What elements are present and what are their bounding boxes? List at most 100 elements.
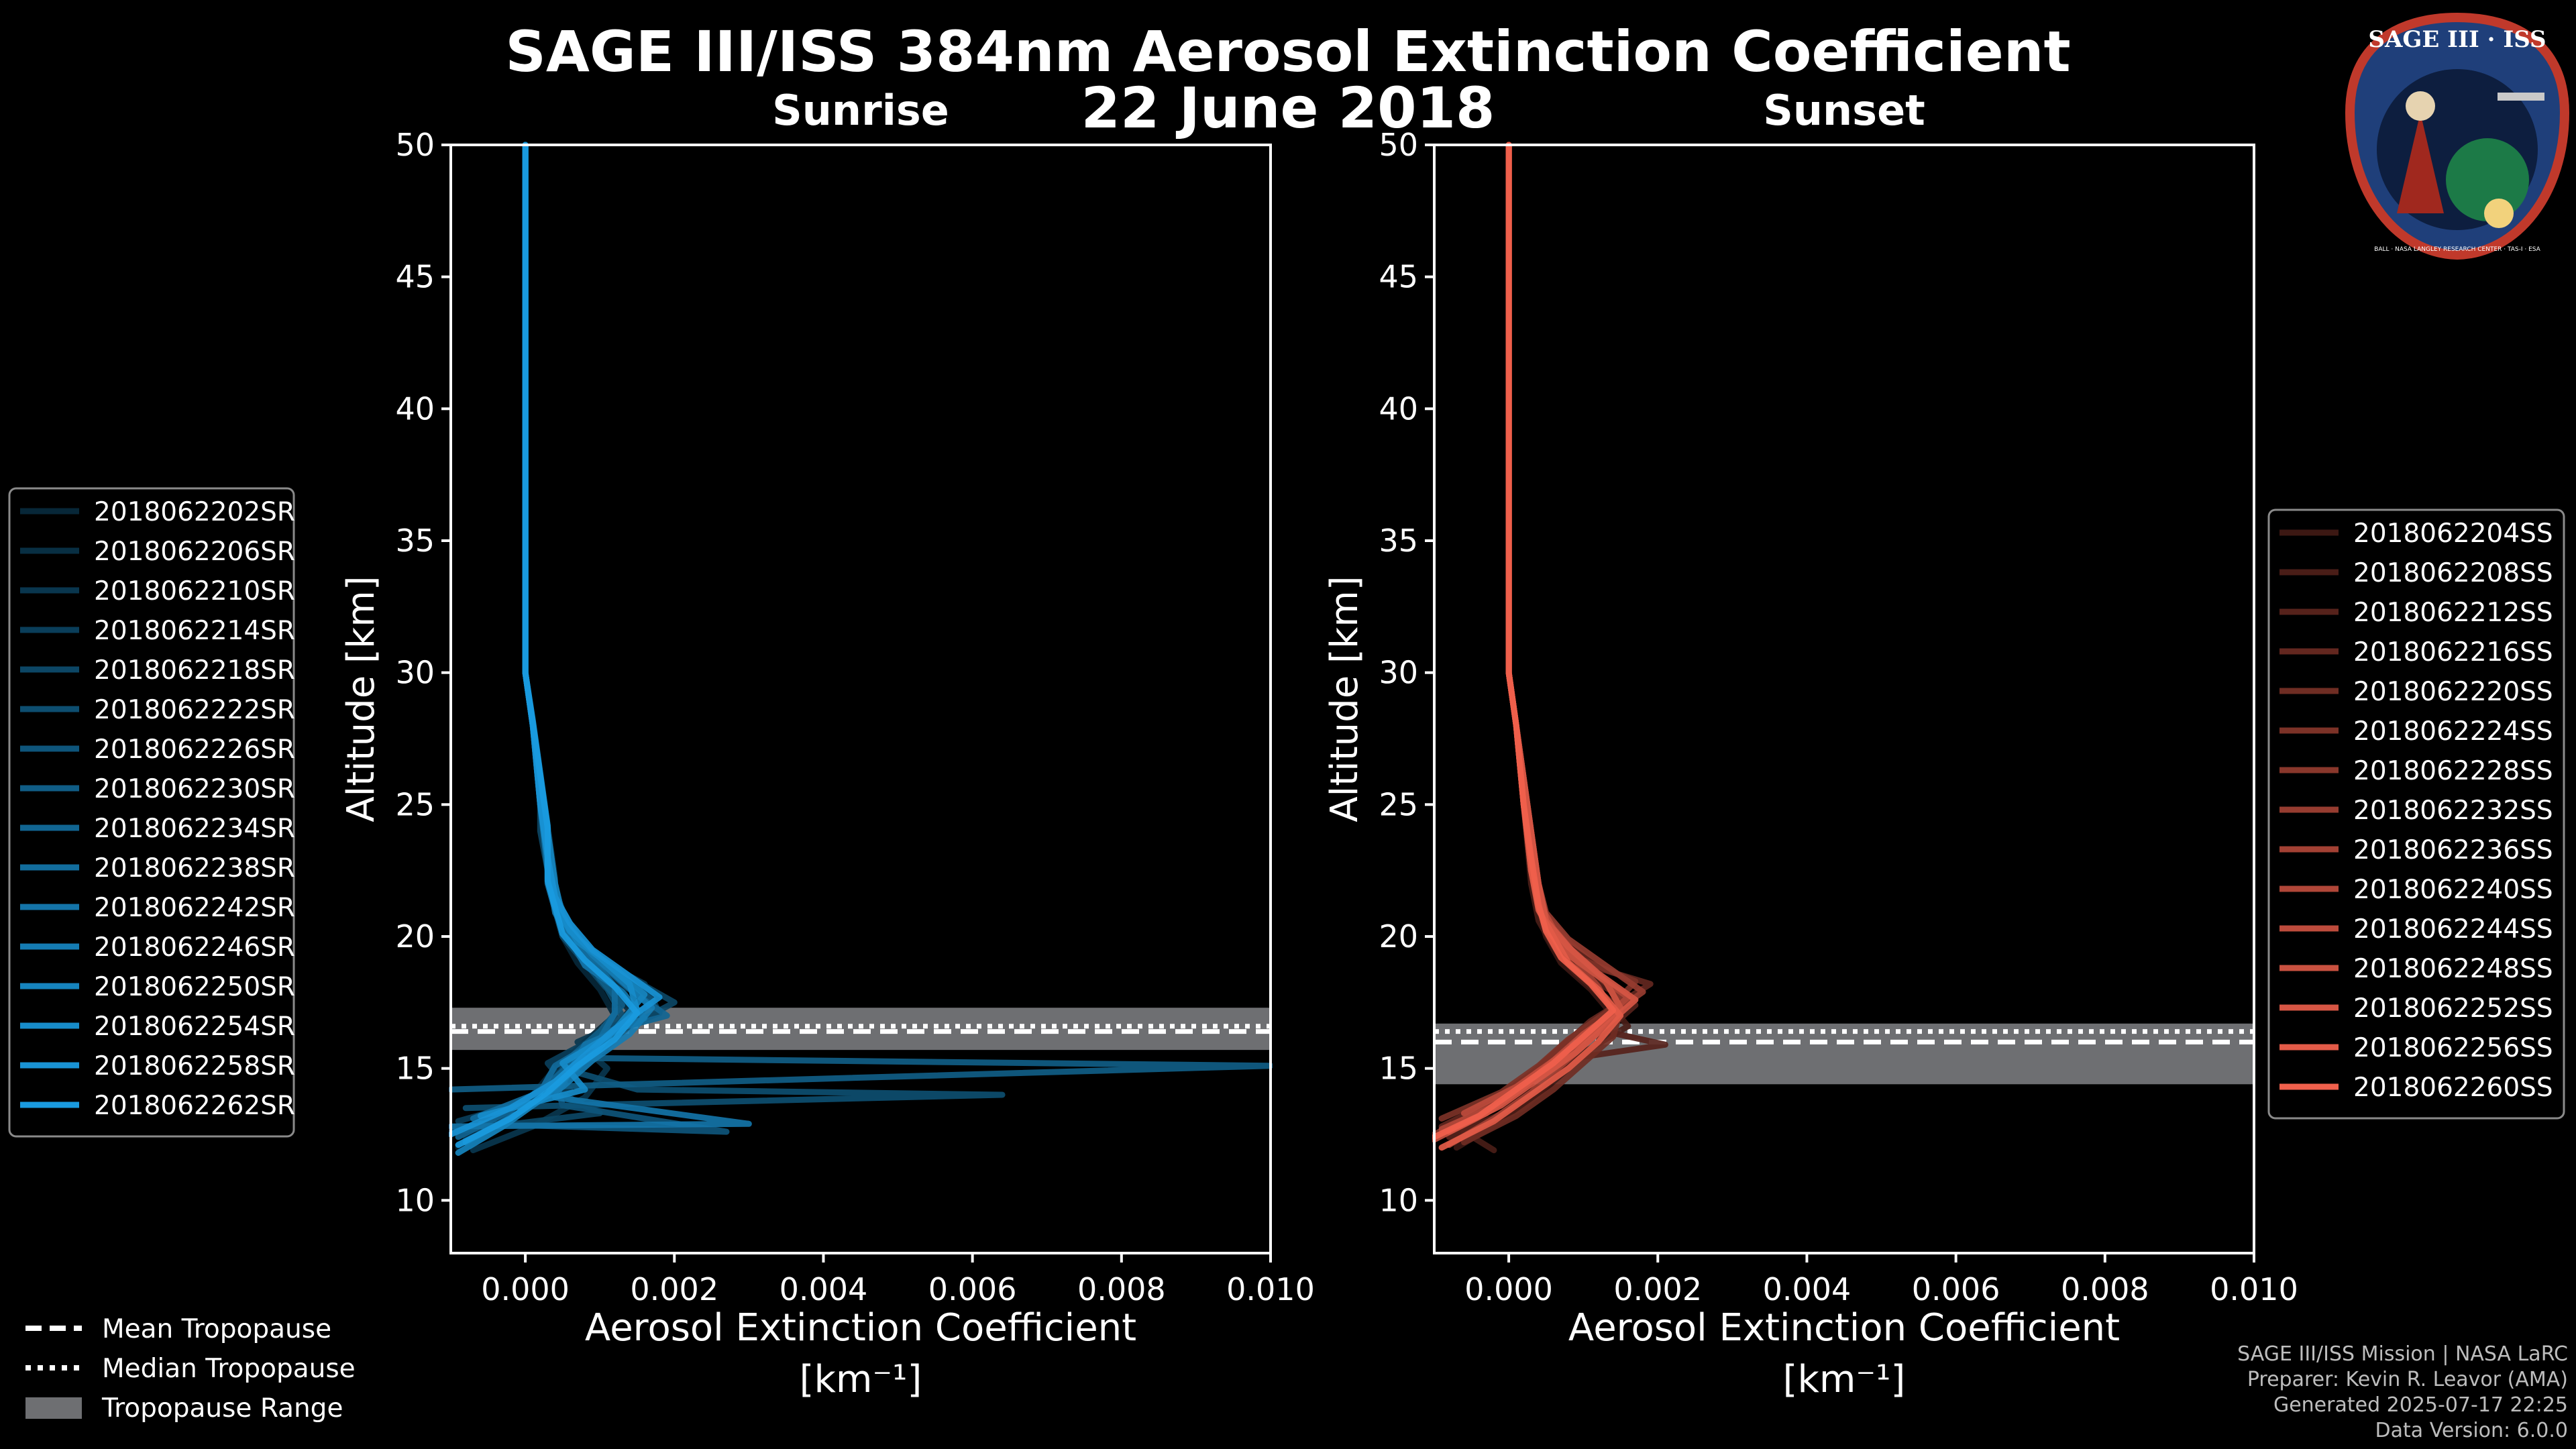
legend-entry: 2018062240SS <box>2353 875 2553 905</box>
panel-sunrise: 10 15 20 25 30 35 40 45 50 0.000 0.002 0.004 0.006 0.… <box>339 86 1315 1401</box>
legend-entry: 2018062206SR <box>94 537 295 567</box>
badge-earth-icon <box>2446 138 2529 221</box>
y-tick-label: 15 <box>395 1051 435 1087</box>
legend-entry: Median Tropopause <box>102 1354 356 1384</box>
legend-entry: 2018062250SR <box>94 972 295 1002</box>
series-line-2018062260SS <box>1431 142 1617 1140</box>
series-line-2018062236SS <box>1446 142 1617 1148</box>
credits-generated: Generated 2025-07-17 22:25 <box>2273 1393 2568 1417</box>
legend-frame <box>2267 508 2565 1120</box>
legend-entry: 2018062204SS <box>2353 519 2553 549</box>
legend-entry: 2018062242SR <box>94 893 295 923</box>
x-tick-label: 0.008 <box>1077 1271 1166 1307</box>
legend-entry: 2018062230SR <box>94 774 295 804</box>
badge-figure-icon <box>2397 113 2444 213</box>
y-tick-label: 10 <box>1379 1182 1418 1218</box>
plot-left-mask <box>411 138 449 1260</box>
y-tick-label: 50 <box>1379 127 1418 163</box>
series-line-2018062222SR <box>462 142 1006 1112</box>
x-tick-label: 0.006 <box>928 1271 1017 1307</box>
y-tick-label: 40 <box>395 390 435 427</box>
series-line-2018062262SR <box>455 142 641 1148</box>
legend-entry: 2018062216SS <box>2353 637 2553 667</box>
legend-entry: 2018062262SR <box>94 1091 295 1121</box>
legend-entry: 2018062210SR <box>94 576 295 606</box>
sage-mission-badge: SAGE III · ISS BALL · NASA LANGLEY RESEA… <box>2345 12 2570 260</box>
sunset-legend: 2018062204SS 2018062208SS 2018062212SS 2018… <box>2267 508 2565 1120</box>
y-tick-label: 35 <box>1379 523 1418 559</box>
tropopause-legend: Mean Tropopause Median Tropopause Tropopau… <box>25 1314 356 1424</box>
x-tick-label: 0.002 <box>630 1271 718 1307</box>
legend-entry: 2018062246SR <box>94 932 295 963</box>
x-tick-label: 0.004 <box>780 1271 868 1307</box>
legend-entry: 2018062220SS <box>2353 677 2553 707</box>
x-tick-label: 0.010 <box>2210 1271 2298 1307</box>
series-line-2018062204SS <box>1453 142 1617 1151</box>
tropopause-range-band <box>451 1008 1271 1051</box>
series-line-2018062232SS <box>1453 142 1646 1127</box>
legend-entry: 2018062224SS <box>2353 716 2553 747</box>
series-line-2018062202SR <box>455 142 618 1151</box>
x-axis-unit: [km⁻¹] <box>800 1358 922 1401</box>
panel-title: Sunrise <box>772 86 949 135</box>
figure-title-line2: 22 June 2018 <box>1081 75 1495 141</box>
x-tick-label: 0.000 <box>1464 1271 1553 1307</box>
x-tick-label: 0.008 <box>2061 1271 2149 1307</box>
x-tick-label: 0.002 <box>1613 1271 1702 1307</box>
legend-entry: 2018062258SR <box>94 1051 295 1081</box>
legend-entry: 2018062232SS <box>2353 796 2553 826</box>
x-tick-label: 0.010 <box>1226 1271 1315 1307</box>
series-line-2018062216SS <box>1438 142 1654 1130</box>
legend-entry: 2018062260SS <box>2353 1073 2553 1103</box>
plot-frame <box>449 144 1272 1254</box>
legend-entry: Tropopause Range <box>101 1393 343 1424</box>
x-tick-label: 0.006 <box>1912 1271 2000 1307</box>
legend-entry: Mean Tropopause <box>102 1314 331 1344</box>
figure-title-line1: SAGE III/ISS 384nm Aerosol Extinction Co… <box>505 19 2071 85</box>
plot-left-mask <box>1394 138 1432 1260</box>
plot-right-mask <box>1273 138 1313 1260</box>
y-tick-label: 45 <box>1379 259 1418 295</box>
y-tick-label: 30 <box>1379 655 1418 691</box>
legend-entry: 2018062248SS <box>2353 954 2553 984</box>
y-tick-label: 10 <box>395 1182 435 1218</box>
legend-entry: 2018062238SR <box>94 853 295 883</box>
series-line-2018062224SS <box>1438 142 1639 1122</box>
legend-entry: 2018062256SS <box>2353 1033 2553 1063</box>
y-tick-label: 40 <box>1379 390 1418 427</box>
x-tick-label: 0.004 <box>1763 1271 1851 1307</box>
panel-title: Sunset <box>1763 86 1925 135</box>
credits-data-version: Data Version: 6.0.0 <box>2375 1419 2568 1442</box>
legend-entry: 2018062236SS <box>2353 835 2553 865</box>
y-tick-label: 35 <box>395 523 435 559</box>
legend-entry: 2018062226SR <box>94 735 295 765</box>
legend-entry: 2018062234SR <box>94 814 295 844</box>
legend-entry: 2018062244SS <box>2353 914 2553 945</box>
y-tick-label: 50 <box>395 127 435 163</box>
badge-top-text: SAGE III · ISS <box>2368 26 2546 53</box>
badge-sun-icon <box>2484 199 2514 228</box>
series-line-2018062242SR <box>447 142 752 1130</box>
y-tick-label: 25 <box>395 786 435 822</box>
y-tick-label: 20 <box>1379 918 1418 955</box>
x-axis-label: Aerosol Extinction Coefficient <box>585 1306 1136 1350</box>
legend-frame <box>8 487 295 1138</box>
legend-entry: 2018062254SR <box>94 1012 295 1042</box>
x-tick-label: 0.000 <box>481 1271 570 1307</box>
series-line-2018062254SR <box>477 142 641 1119</box>
panel-sunset: 10 15 20 25 30 35 40 45 50 0.000 0.002 0.004 0.006 0.… <box>1323 86 2298 1401</box>
legend-entry: 2018062214SR <box>94 616 295 646</box>
legend-entry: 2018062228SS <box>2353 756 2553 786</box>
y-tick-label: 45 <box>395 259 435 295</box>
credits-block: SAGE III/ISS Mission | NASA LaRC Prepare… <box>2237 1342 2568 1444</box>
badge-figure-head-icon <box>2406 91 2435 121</box>
y-tick-label: 25 <box>1379 786 1418 822</box>
badge-ring-text: BALL · NASA LANGLEY RESEARCH CENTER · TA… <box>2374 246 2541 253</box>
legend-entry: 2018062208SS <box>2353 558 2553 588</box>
x-axis-unit: [km⁻¹] <box>1783 1358 1906 1401</box>
legend-entry: 2018062252SS <box>2353 994 2553 1024</box>
y-tick-label: 15 <box>1379 1051 1418 1087</box>
legend-entry: 2018062218SR <box>94 655 295 686</box>
credits-mission: SAGE III/ISS Mission | NASA LaRC <box>2237 1342 2568 1366</box>
